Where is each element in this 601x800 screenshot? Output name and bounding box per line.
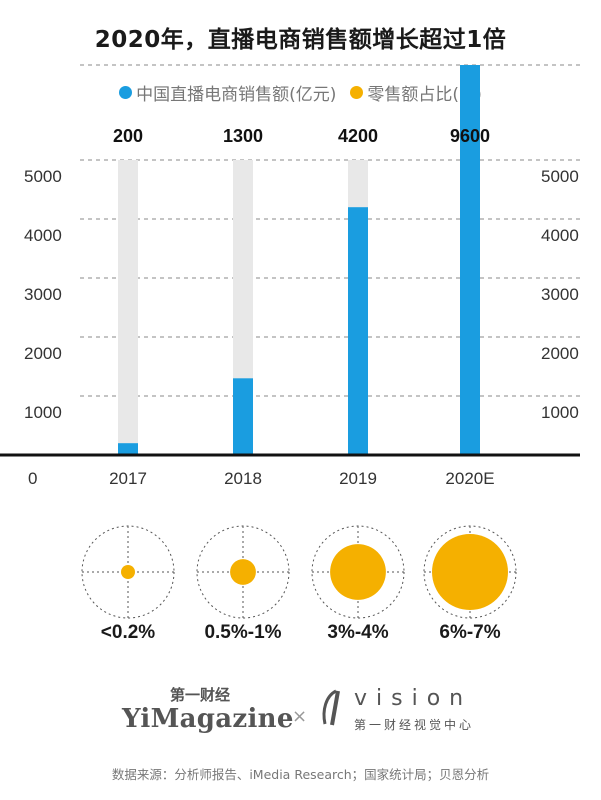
x-tick-label-2020E: 2020E: [445, 469, 494, 488]
x-tick-label-2018: 2018: [224, 469, 262, 488]
bar-track-2017: [118, 160, 138, 455]
value-label-2018: 1300: [223, 126, 263, 146]
legend-share-label: 零售额占比(%): [367, 85, 482, 105]
legend-share-swatch: [350, 86, 364, 99]
legend-sales-swatch: [119, 86, 133, 99]
bar-2019: [348, 207, 368, 455]
data-source: 数据来源：分析师报告、iMedia Research；国家统计局；贝恩分析: [111, 767, 490, 782]
vision-logo-text: vision: [354, 686, 473, 711]
y-tick-label-right: 4000: [541, 226, 579, 245]
share-dot-2018: [230, 559, 256, 585]
y-tick-label-left: 1000: [24, 403, 62, 422]
x-tick-label-2017: 2017: [109, 469, 147, 488]
share-dot-2017: [121, 565, 135, 579]
legend-item-sales: 中国直播电商销售额(亿元): [119, 80, 336, 105]
y-tick-label-right: 1000: [541, 403, 579, 422]
share-label-2017: <0.2%: [100, 622, 156, 643]
share-dot-2020E: [432, 534, 508, 610]
vision-logo-subtitle: 第一财经视觉中心: [354, 718, 475, 732]
value-label-2017: 200: [113, 126, 143, 146]
share-label-2020E: 6%-7%: [439, 622, 501, 643]
y-tick-label-right: 2000: [541, 344, 579, 363]
share-label-2018: 0.5%-1%: [204, 622, 282, 643]
chart-title: 2020年，直播电商销售额增长超过1倍: [94, 27, 507, 53]
share-circles: <0.2% 0.5%-1% 3%-4% 6%-7%: [0, 522, 601, 652]
share-circle-2020E: [423, 525, 517, 619]
share-dot-2019: [330, 544, 386, 600]
y-tick-label-left: 3000: [24, 285, 62, 304]
y-zero-label: 0: [28, 469, 37, 488]
share-circle-2018: [196, 525, 290, 619]
logo-separator: ×: [292, 706, 308, 727]
yimagazine-logo: YiMagazine: [122, 704, 294, 734]
share-label-2019: 3%-4%: [327, 622, 389, 643]
bar-2018: [233, 378, 253, 455]
vision-mark-icon: [322, 689, 340, 726]
share-circle-2017: [81, 525, 175, 619]
y-tick-label-left: 5000: [24, 167, 62, 186]
legend-item-share: 零售额占比(%): [350, 80, 482, 105]
logos: 第一财经 YiMagazine × vision 第一财经视觉中心: [0, 682, 601, 742]
value-label-2020E: 9600: [450, 126, 490, 146]
x-tick-label-2019: 2019: [339, 469, 377, 488]
y-tick-label-left: 2000: [24, 344, 62, 363]
share-circle-2019: [311, 525, 405, 619]
bar-2017: [118, 443, 138, 455]
legend-sales-label: 中国直播电商销售额(亿元): [136, 85, 337, 105]
value-label-2019: 4200: [338, 126, 378, 146]
bar-2020E: [460, 65, 480, 455]
yimagazine-cn-logo: 第一财经: [170, 686, 231, 704]
y-tick-label-right: 5000: [541, 167, 579, 186]
y-tick-label-left: 4000: [24, 226, 62, 245]
legend: 中国直播电商销售额(亿元) 零售额占比(%): [0, 80, 601, 105]
y-tick-label-right: 3000: [541, 285, 579, 304]
